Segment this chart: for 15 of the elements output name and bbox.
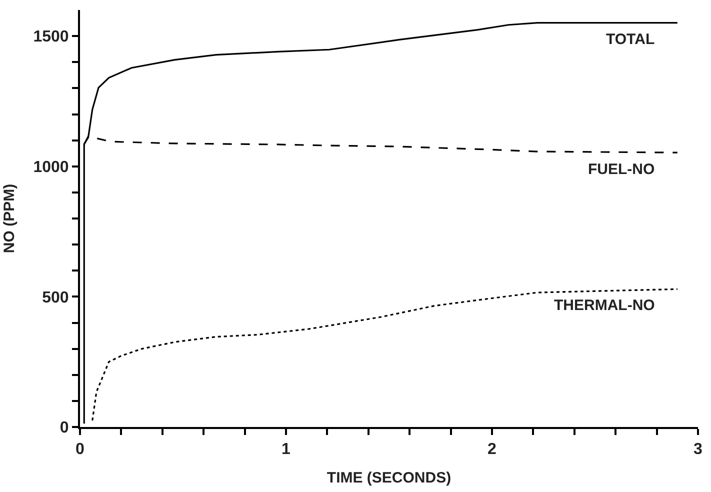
- y-axis-title: NO (PPM): [0, 184, 18, 254]
- x-tick-label: 1: [282, 441, 291, 458]
- line-series: [83, 22, 678, 424]
- x-tick-label: 2: [488, 441, 497, 458]
- y-tick-label: 0: [60, 420, 69, 437]
- x-tick-label: 3: [694, 441, 703, 458]
- series-label: THERMAL-NO: [554, 297, 656, 314]
- y-tick-label: 1000: [33, 158, 69, 176]
- x-tick-label: 0: [76, 441, 85, 458]
- y-tick-label: 1500: [33, 28, 69, 46]
- x-axis-title: TIME (SECONDS): [326, 470, 452, 487]
- y-tick-label: 500: [42, 289, 69, 306]
- line-series: [92, 288, 678, 422]
- series-label: FUEL-NO: [588, 161, 655, 178]
- series-label: TOTAL: [606, 31, 655, 48]
